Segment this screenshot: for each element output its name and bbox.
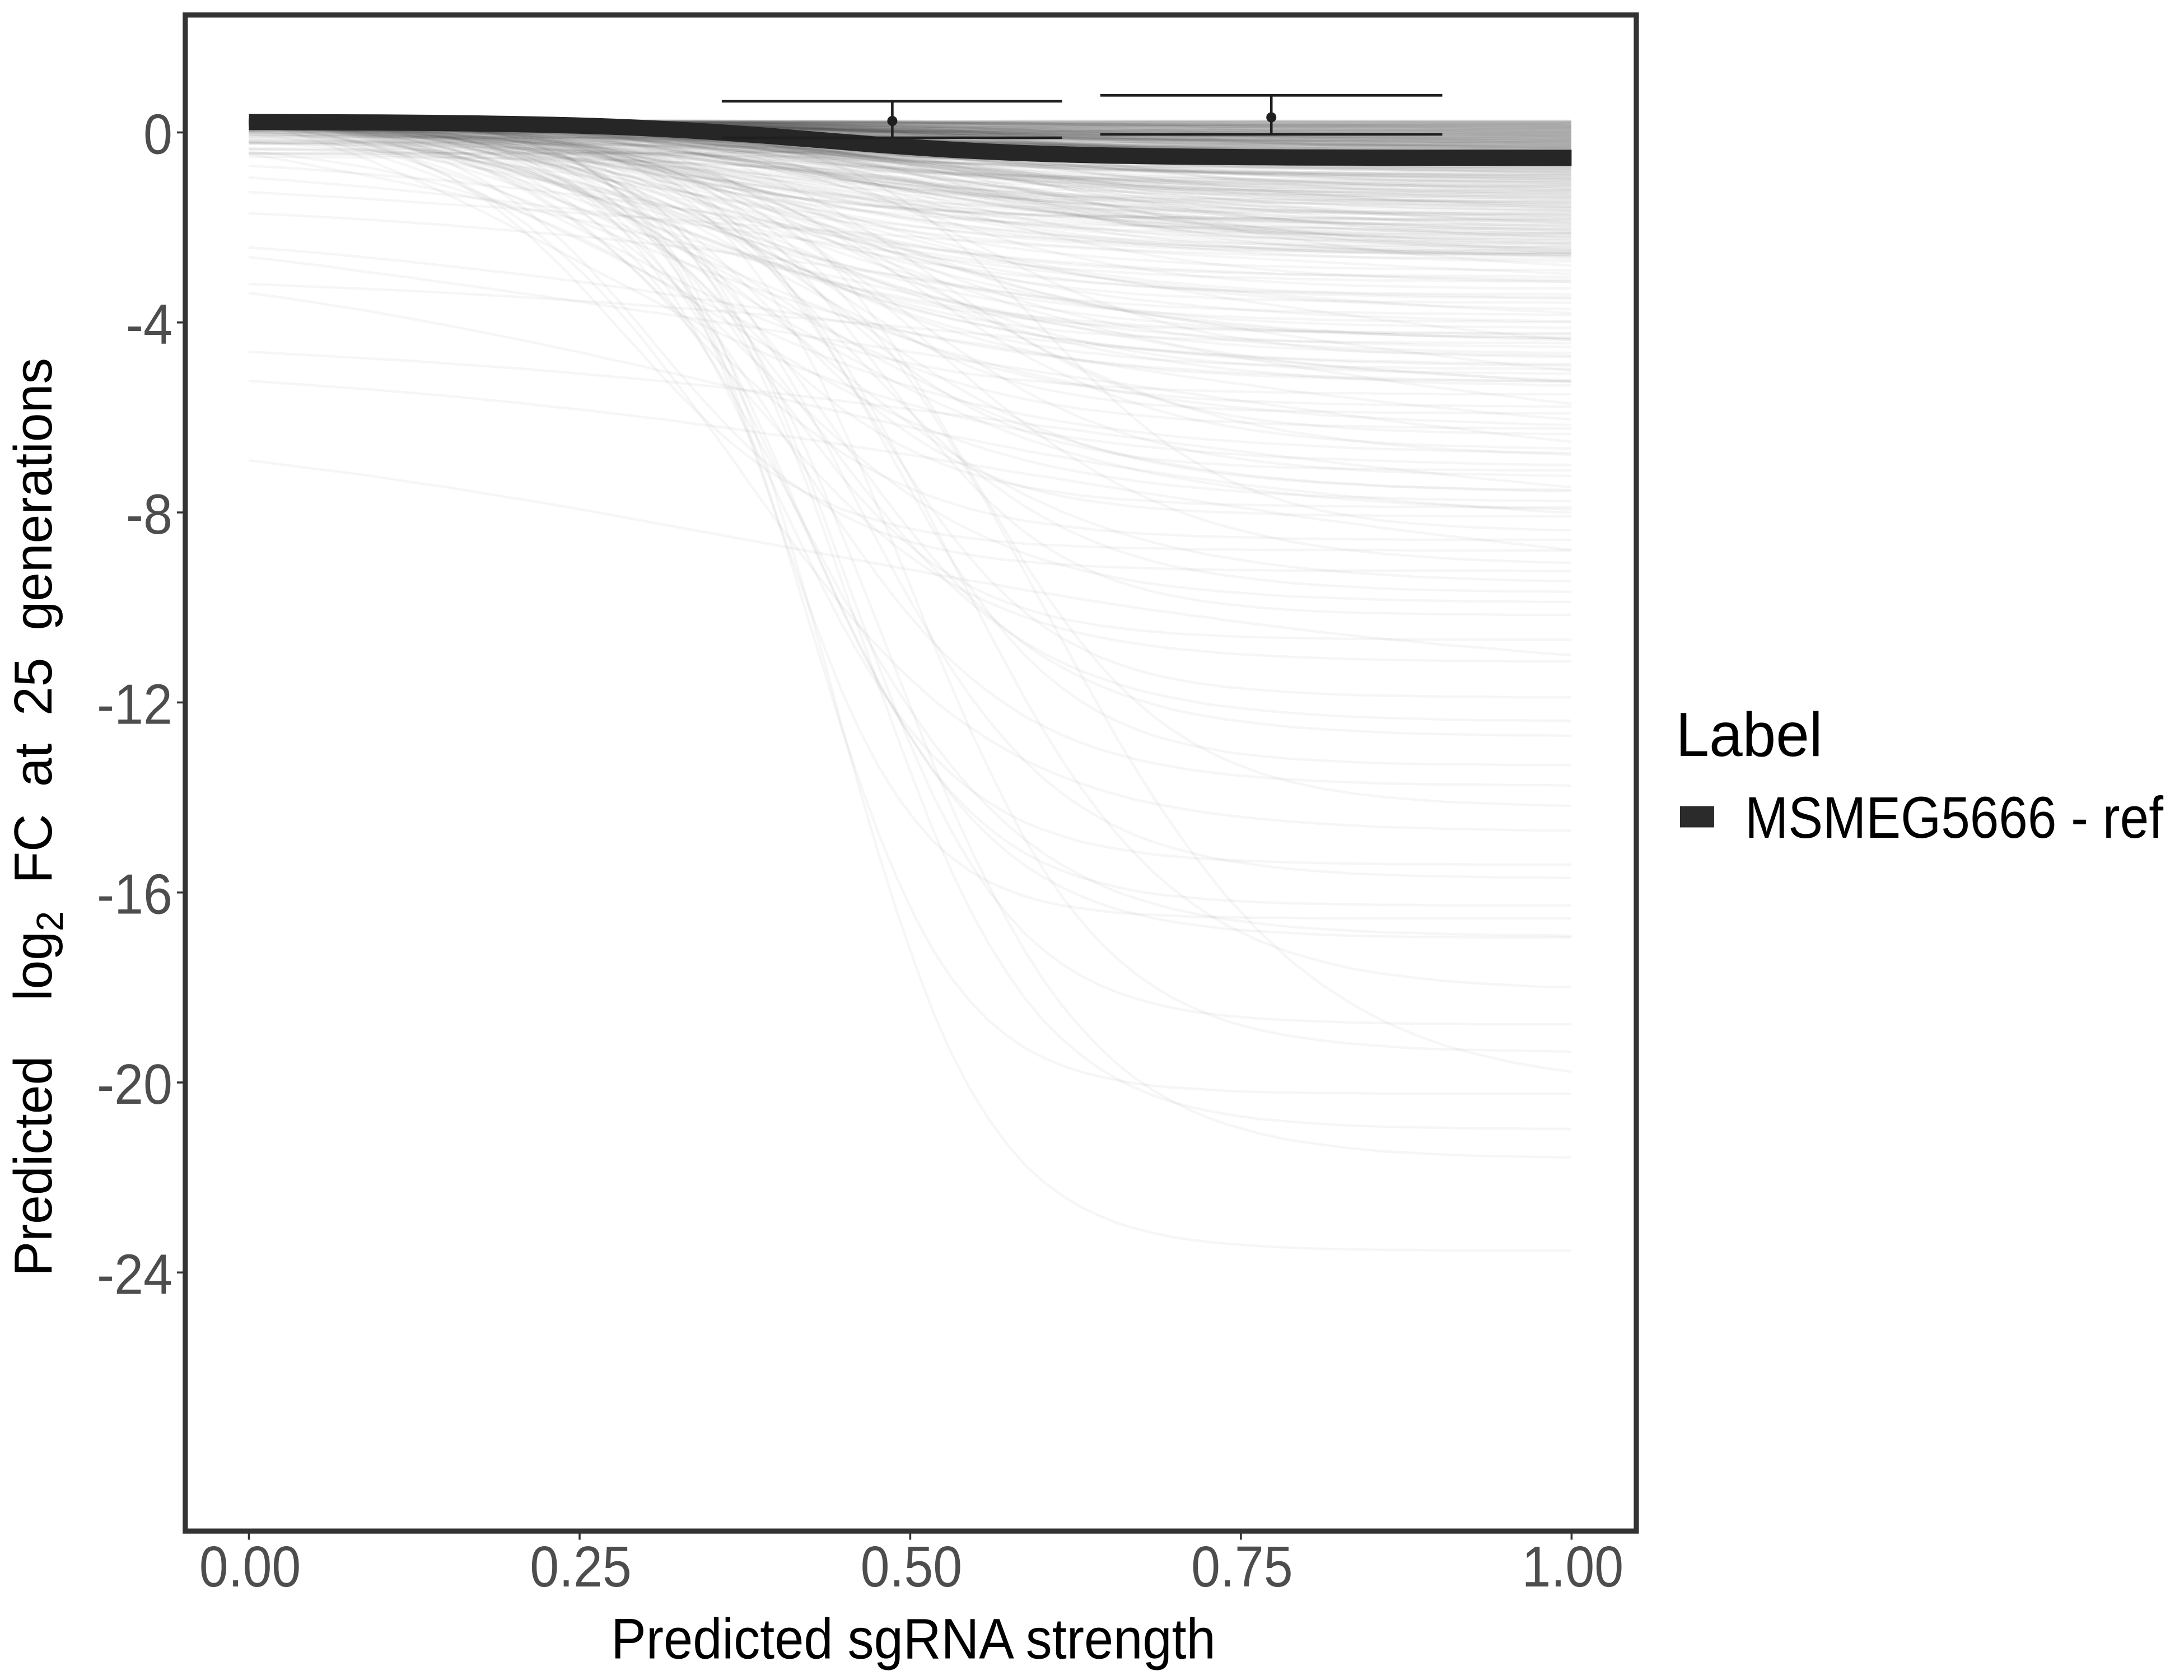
svg-text:1.00: 1.00	[1522, 1534, 1624, 1599]
svg-text:generations: generations	[3, 358, 64, 631]
svg-text:0.25: 0.25	[530, 1534, 632, 1599]
svg-text:-8: -8	[126, 483, 172, 546]
svg-text:0.00: 0.00	[199, 1534, 301, 1599]
svg-text:-20: -20	[97, 1053, 172, 1116]
svg-text:0: 0	[143, 102, 172, 166]
svg-text:0.50: 0.50	[861, 1534, 963, 1599]
svg-text:log: log	[3, 931, 64, 1001]
svg-text:Predicted: Predicted	[3, 1056, 64, 1276]
svg-text:-4: -4	[126, 292, 172, 356]
svg-text:FC: FC	[3, 814, 64, 884]
svg-text:2: 2	[29, 911, 71, 931]
svg-text:-24: -24	[97, 1243, 172, 1306]
svg-text:Predicted sgRNA strength: Predicted sgRNA strength	[611, 1607, 1216, 1670]
svg-text:at: at	[3, 743, 64, 787]
svg-text:MSMEG5666 - ref: MSMEG5666 - ref	[1745, 785, 2163, 851]
svg-text:Label: Label	[1676, 700, 1823, 769]
svg-text:25: 25	[3, 657, 64, 716]
svg-text:-16: -16	[97, 862, 172, 926]
svg-text:-12: -12	[97, 673, 172, 736]
svg-text:0.75: 0.75	[1191, 1534, 1293, 1599]
